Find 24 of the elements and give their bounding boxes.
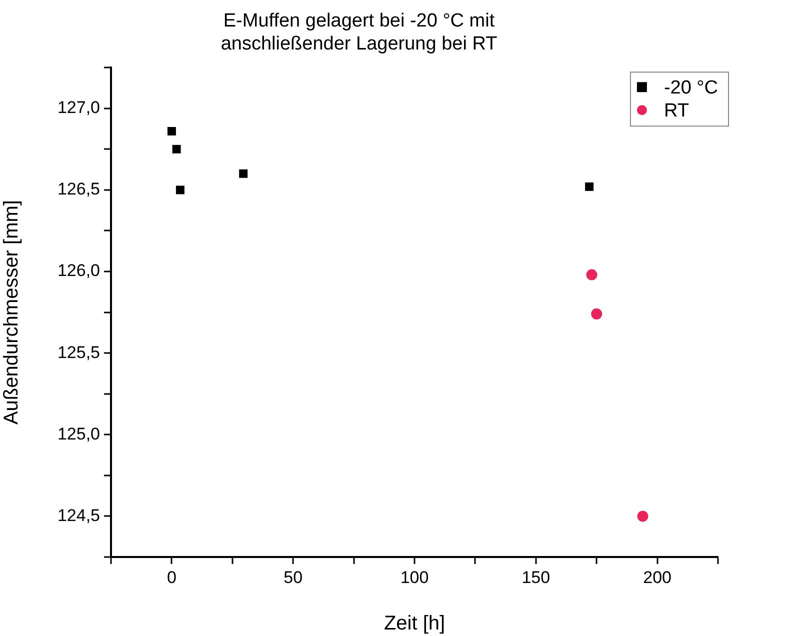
point: [585, 182, 594, 191]
point: [167, 126, 176, 136]
y-tick-label: 126,0: [57, 261, 100, 280]
point: [586, 269, 598, 280]
x-tick-label: 50: [284, 568, 303, 587]
point: [637, 510, 648, 522]
x-tick-label: 0: [166, 568, 176, 587]
x-tick-label: 150: [522, 568, 550, 587]
x-tick-label: 100: [400, 568, 429, 587]
chart-title: E-Muffen gelagert bei -20 °C mit anschließender Lagerung bei RT: [220, 10, 498, 54]
y-tick-label: 126,5: [57, 180, 100, 199]
y-axis-title: Außendurchmesser [mm]: [0, 200, 23, 425]
point: [172, 144, 181, 154]
legend-label: -20 °C: [664, 77, 718, 98]
y-tick-label: 127,0: [57, 98, 100, 118]
legend-label: RT: [664, 100, 690, 122]
x-axis-title: Zeit [h]: [384, 612, 446, 635]
y-tick-label: 124,5: [57, 506, 100, 525]
point: [176, 186, 184, 194]
point: [239, 169, 248, 178]
y-tick-label: 125,5: [57, 342, 100, 362]
y-tick-label: 125,0: [57, 424, 100, 444]
x-tick-label: 200: [643, 568, 672, 587]
point: [591, 308, 602, 320]
